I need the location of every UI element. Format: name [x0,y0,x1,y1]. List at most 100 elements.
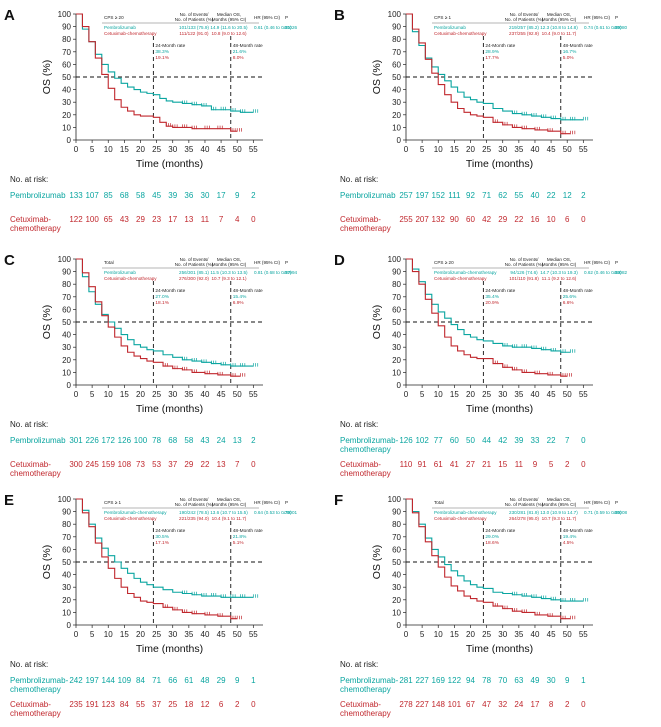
events-header: No. of Events/ [180,257,210,262]
rate-title: 24-Month rate [485,43,515,49]
x-tick-label: 10 [104,390,113,399]
header-row-name: Pembrolizumab [434,25,466,30]
risk-table-title: No. at risk: [10,175,48,184]
risk-count: 78 [152,436,161,445]
y-tick-label: 30 [392,583,401,592]
risk-count: 68 [120,191,129,200]
hr-header: HR (95% CI) [254,15,281,20]
risk-count: 100 [134,436,148,445]
x-tick-label: 45 [217,145,226,154]
x-tick-label: 30 [498,630,507,639]
risk-count: 12 [563,191,572,200]
risk-count: 84 [136,676,145,685]
risk-count: 84 [120,700,129,709]
y-tick-label: 100 [388,255,402,264]
x-tick-label: 0 [404,390,409,399]
x-tick-label: 30 [168,630,177,639]
x-tick-label: 35 [514,390,523,399]
rate-title: 24-Month rate [485,528,515,534]
risk-count: 7 [235,460,240,469]
y-tick-label: 80 [392,280,401,289]
panel-letter: F [334,492,343,509]
x-tick-label: 40 [531,145,540,154]
median-header: Median OS, [547,12,571,17]
x-tick-label: 0 [404,145,409,154]
risk-count: 7 [565,436,570,445]
survival-curve-control [406,258,568,377]
risk-count: 24 [514,700,523,709]
risk-count: 191 [85,700,99,709]
rate-title: 24-Month rate [155,43,185,49]
header-row-hr: 0.64 (0.53 to 0.78) [254,510,292,515]
rate-value-control: 8.0% [233,55,245,61]
x-tick-label: 10 [434,390,443,399]
x-tick-label: 10 [434,630,443,639]
risk-count: 23 [152,215,161,224]
header-row-p: .00994 [283,270,297,275]
risk-count: 2 [581,191,586,200]
risk-count: 9 [565,676,570,685]
y-tick-label: 30 [62,583,71,592]
risk-row-label: Pembrolizumab [10,191,66,200]
risk-count: 65 [104,215,113,224]
risk-count: 47 [482,700,491,709]
y-tick-label: 50 [62,558,71,567]
risk-count: 37 [168,460,177,469]
rate-value-experimental: 29.0% [485,534,499,540]
rate-title: 24-Month rate [485,288,515,294]
x-tick-label: 35 [514,145,523,154]
rate-title: 48-Month rate [563,528,593,534]
y-tick-label: 80 [392,35,401,44]
risk-row-label: chemotherapy [340,469,391,478]
y-tick-label: 40 [62,571,71,580]
risk-count: 122 [448,676,462,685]
y-axis-label: OS (%) [41,305,53,339]
header-row-median: 10.8 (9.0 to 12.6) [212,31,247,36]
risk-count: 73 [136,460,145,469]
x-tick-label: 20 [136,145,145,154]
x-tick-label: 5 [420,390,425,399]
risk-row-label: Pembrolizumab- [10,676,69,685]
y-axis-label: OS (%) [371,545,383,579]
x-tick-label: 50 [563,390,572,399]
rate-value-experimental: 30.5% [155,534,169,540]
risk-count: 9 [235,191,240,200]
median-header: Months (95% CI) [542,17,577,22]
p-header: P [285,500,288,505]
y-tick-label: 100 [388,10,402,19]
header-row-p: .00008 [613,510,627,515]
risk-row-label: Cetuximab- [10,460,51,469]
y-tick-label: 40 [392,86,401,95]
risk-count: 25 [168,700,177,709]
risk-row-label: chemotherapy [340,445,391,454]
risk-count: 22 [201,460,210,469]
events-header: No. of Patients (%) [175,502,214,507]
risk-count: 2 [251,191,256,200]
header-row-median: 13.0 (10.9 to 14.7) [540,510,578,515]
risk-count: 22 [514,215,523,224]
risk-row-label: chemotherapy [10,469,61,478]
y-tick-label: 90 [62,23,71,32]
y-tick-label: 70 [392,48,401,57]
header-row-median: 14.9 (11.6 to 20.5) [210,25,248,30]
x-tick-label: 25 [152,630,161,639]
risk-table-title: No. at risk: [340,660,378,669]
rate-value-control: 6.6% [563,300,575,306]
risk-count: 9 [533,460,538,469]
y-tick-label: 50 [392,73,401,82]
x-tick-label: 10 [104,145,113,154]
risk-count: 5 [549,460,554,469]
risk-count: 13 [217,460,226,469]
y-tick-label: 70 [62,533,71,542]
y-tick-label: 20 [392,356,401,365]
risk-count: 42 [498,436,507,445]
y-tick-label: 30 [62,343,71,352]
risk-count: 1 [251,676,256,685]
risk-count: 301 [69,436,83,445]
rate-value-control: 5.1% [233,540,245,546]
median-header: Median OS, [217,12,241,17]
rate-value-control: 5.0% [563,55,575,61]
y-tick-label: 60 [62,60,71,69]
